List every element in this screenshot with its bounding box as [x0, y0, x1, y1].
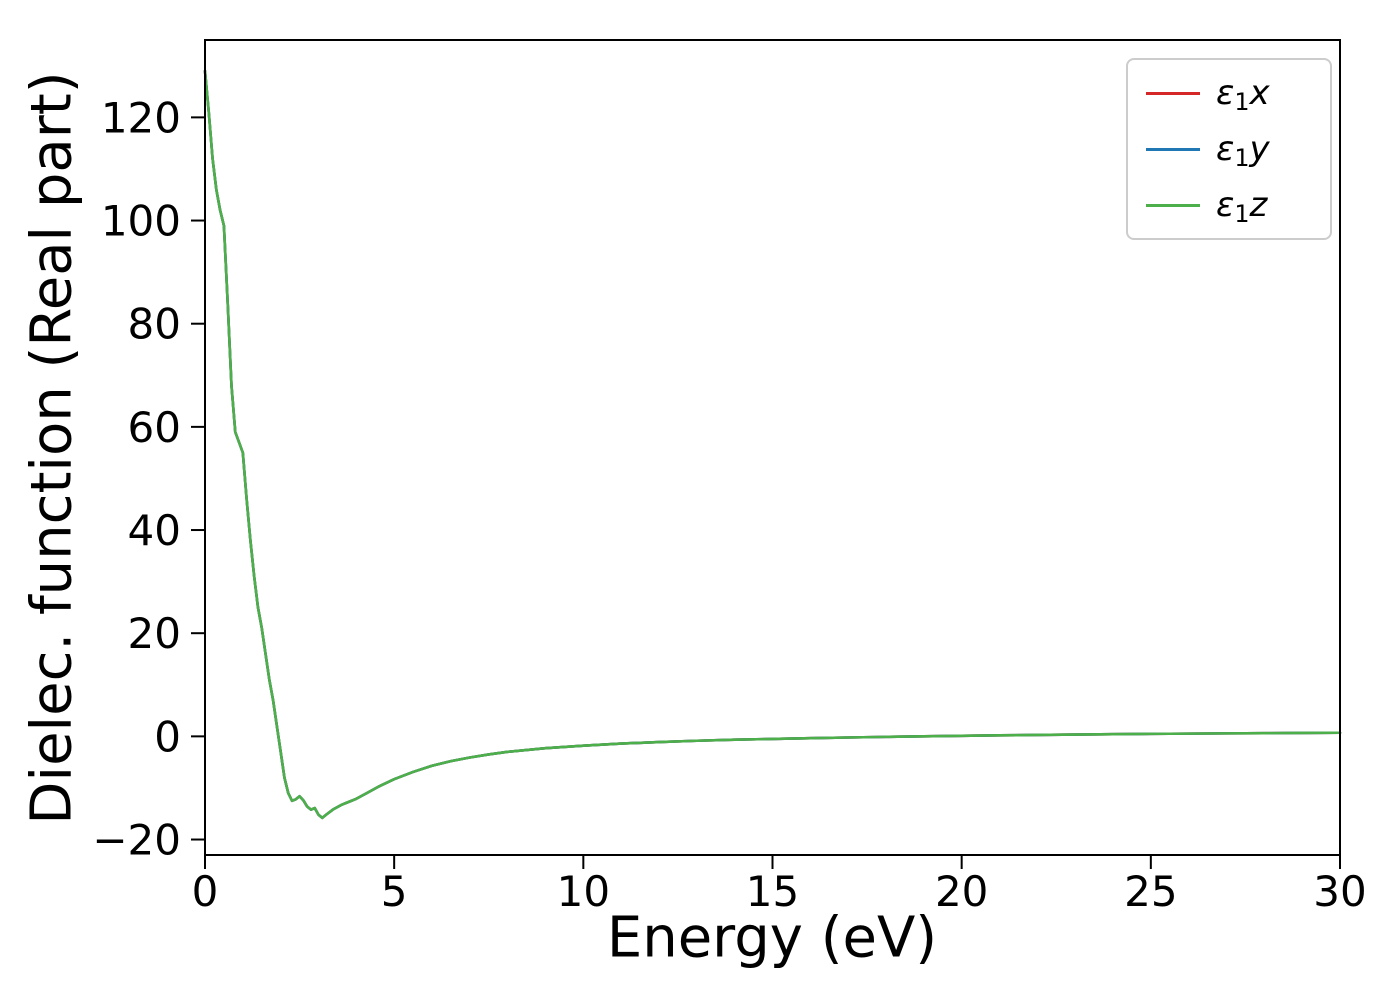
legend-label-e1z: ε1z [1216, 185, 1268, 228]
variable-letter: x [1249, 73, 1270, 113]
svg-text:0: 0 [154, 712, 181, 761]
svg-text:100: 100 [101, 197, 181, 246]
svg-text:20: 20 [935, 867, 988, 916]
svg-text:120: 120 [101, 93, 181, 142]
subscript: 1 [1234, 87, 1250, 116]
svg-text:60: 60 [128, 403, 181, 452]
legend-line-swatch-green [1146, 203, 1200, 207]
subscript: 1 [1234, 199, 1250, 228]
subscript: 1 [1234, 143, 1250, 172]
svg-text:80: 80 [128, 300, 181, 349]
variable-letter: y [1249, 129, 1270, 169]
legend-line-swatch-blue [1146, 147, 1200, 151]
epsilon-symbol: ε [1216, 129, 1235, 169]
x-axis-label: Energy (eV) [606, 905, 938, 971]
svg-text:30: 30 [1313, 867, 1366, 916]
svg-text:0: 0 [192, 867, 219, 916]
legend-label-e1x: ε1x [1216, 73, 1270, 116]
legend-entry-e1y: ε1y [1146, 129, 1312, 172]
y-axis-label: Dielec. function (Real part) [19, 71, 85, 825]
svg-text:20: 20 [128, 609, 181, 658]
svg-text:−20: −20 [92, 816, 181, 865]
svg-text:25: 25 [1124, 867, 1177, 916]
legend-entry-e1x: ε1x [1146, 73, 1312, 116]
legend-label-e1y: ε1y [1216, 129, 1270, 172]
svg-text:10: 10 [557, 867, 610, 916]
svg-text:5: 5 [381, 867, 408, 916]
epsilon-symbol: ε [1216, 73, 1235, 113]
svg-text:15: 15 [746, 867, 799, 916]
epsilon-symbol: ε [1216, 185, 1235, 225]
legend: ε1x ε1y ε1z [1126, 58, 1332, 240]
legend-entry-e1z: ε1z [1146, 185, 1312, 228]
variable-letter: z [1249, 185, 1268, 225]
legend-line-swatch-red [1146, 91, 1200, 95]
svg-text:40: 40 [128, 506, 181, 555]
